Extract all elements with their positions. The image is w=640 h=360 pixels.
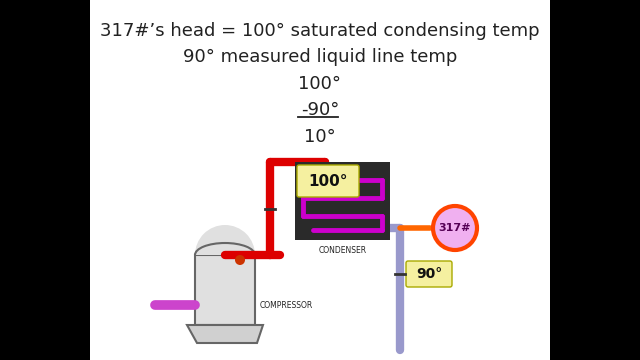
Text: 317#’s head = 100° saturated condensing temp: 317#’s head = 100° saturated condensing …: [100, 22, 540, 40]
Bar: [0, 0, 90, 360]
Text: 90°: 90°: [416, 267, 442, 281]
Bar: [295, 162, 390, 240]
FancyBboxPatch shape: [406, 261, 452, 287]
Polygon shape: [187, 325, 263, 343]
Wedge shape: [195, 225, 255, 255]
Circle shape: [235, 255, 245, 265]
Text: 10°: 10°: [304, 128, 336, 146]
Text: 100°: 100°: [308, 174, 348, 189]
Bar: [550, 0, 640, 360]
Text: COMPRESSOR: COMPRESSOR: [260, 301, 313, 310]
Bar: [195, 255, 255, 325]
Text: 90° measured liquid line temp: 90° measured liquid line temp: [183, 48, 457, 66]
Text: 317#: 317#: [439, 223, 471, 233]
Circle shape: [433, 206, 477, 250]
Text: -90°: -90°: [301, 101, 339, 119]
Text: 100°: 100°: [298, 75, 342, 93]
FancyBboxPatch shape: [297, 165, 359, 197]
Text: CONDENSER: CONDENSER: [319, 246, 367, 255]
